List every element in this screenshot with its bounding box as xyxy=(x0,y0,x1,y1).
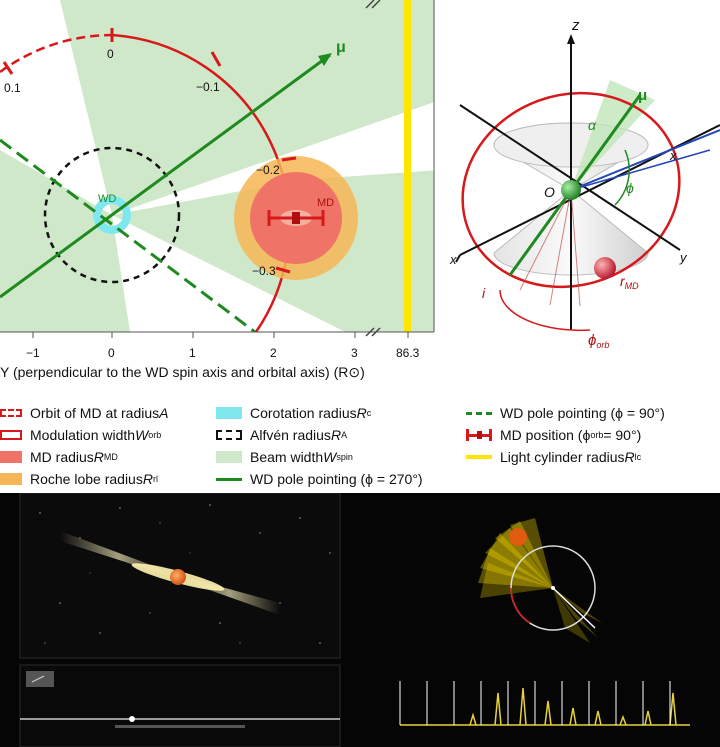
video-thumbnail-icon[interactable] xyxy=(26,671,54,687)
mu-arrow-head xyxy=(318,53,332,66)
companion-star xyxy=(509,528,527,546)
star-field xyxy=(39,504,331,644)
video-progress-bar[interactable] xyxy=(115,725,245,728)
wd-label: WD xyxy=(98,193,116,205)
pulse-ticks xyxy=(399,681,671,725)
x-tick-label: 3 xyxy=(351,346,358,360)
wd-orbit-plot-svg: 0.1 0 −0.1 −0.2 −0.3 μ WD MD −1 0 1 2 3 … xyxy=(0,0,435,380)
corotation-circle xyxy=(93,196,131,234)
x-tick-label: 2 xyxy=(270,346,277,360)
modulation-arc xyxy=(111,33,291,332)
wd-orbit-plot: 0.1 0 −0.1 −0.2 −0.3 μ WD MD −1 0 1 2 3 … xyxy=(0,0,440,385)
legend-item-md-radius: MD radius R MD xyxy=(0,449,118,465)
video-svg xyxy=(0,493,360,747)
x-tick-label: −1 xyxy=(26,346,40,360)
pole-line-90 xyxy=(0,138,256,332)
orbit-tick-label: −0.1 xyxy=(196,80,220,94)
x-tick-label: 86.3 xyxy=(396,346,420,360)
z-axis-label: z xyxy=(571,17,580,34)
r-md-label: rMD xyxy=(620,273,639,291)
pole-line-270 xyxy=(0,53,331,299)
origin-label: O xyxy=(544,184,555,200)
legend-item-orbit: Orbit of MD at radius A xyxy=(0,405,169,421)
geometry-3d-diagram: z x x y O α ϕ μ i rMD ϕorb xyxy=(440,0,720,385)
anim-svg xyxy=(360,493,720,747)
mu-label-3d: μ xyxy=(638,87,647,104)
legend-item-pole-270: WD pole pointing (ϕ = 270°) xyxy=(216,471,423,487)
beam-sweep-animation xyxy=(360,493,720,747)
light-curve xyxy=(400,687,690,726)
beam-wedge-upper xyxy=(60,0,434,215)
legend: Orbit of MD at radius A Modulation width… xyxy=(0,385,720,493)
x-tick-label: 1 xyxy=(189,346,196,360)
legend-item-pole-90: WD pole pointing (ϕ = 90°) xyxy=(466,405,665,421)
orbit-ellipse xyxy=(461,91,681,289)
x-axis-label-right: x xyxy=(669,148,677,163)
light-cylinder-bar xyxy=(404,0,411,332)
orbit-tick-label: −0.2 xyxy=(256,163,280,177)
orbit-tick-label: 0 xyxy=(107,47,114,61)
i-label: i xyxy=(482,285,486,301)
x-tick-label: 0 xyxy=(108,346,115,360)
beam-wedge-lower xyxy=(0,150,130,332)
x-axis-label: Y (perpendicular to the WD spin axis and… xyxy=(0,364,365,380)
video-scrubber-handle[interactable] xyxy=(129,716,135,722)
phi-orb-label: ϕorb xyxy=(588,332,609,350)
md-sphere xyxy=(594,257,616,279)
alpha-label: α xyxy=(588,117,597,133)
geometry-3d-svg: z x x y O α ϕ μ i rMD ϕorb xyxy=(449,17,720,350)
x-axis-label-left: x xyxy=(449,252,457,267)
wd-star xyxy=(170,569,186,585)
md-label: MD xyxy=(317,197,334,209)
orbit-dashed-arc xyxy=(0,33,113,74)
mu-label: μ xyxy=(336,39,346,56)
alfven-radius-circle xyxy=(43,146,181,284)
orbit-tick-label: −0.3 xyxy=(252,264,276,278)
y-axis-label: y xyxy=(679,250,688,265)
simulation-video-frame[interactable] xyxy=(0,493,360,747)
wd-sphere xyxy=(561,180,581,200)
phi-label: ϕ xyxy=(626,180,634,196)
legend-item-md-position: MD position (ϕ orb = 90°) xyxy=(466,427,641,443)
md-position-icon xyxy=(466,429,492,441)
orbit-tick-label: 0.1 xyxy=(4,81,21,95)
